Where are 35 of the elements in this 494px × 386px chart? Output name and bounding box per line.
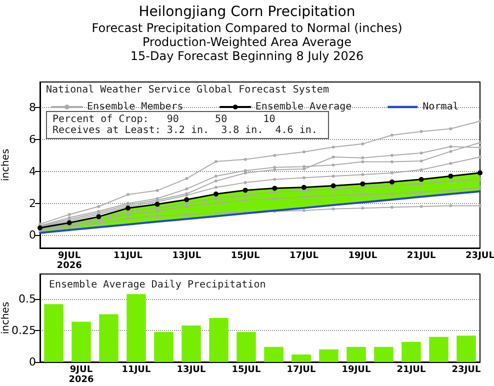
legend-label: Ensemble Members [87,102,184,112]
annotation: Percent of Crop: 90 50 10 [52,114,276,125]
y-tick-label: 0 [29,228,36,242]
y-tick-label: 8 [29,101,36,114]
annotation: Receives at Least: 3.2 in. 3.8 in. 4.6 in. [52,125,318,136]
x-tick-label: 19JUL [348,251,378,261]
x-tick-label: 17JUL [286,365,316,375]
x-tick-label: 19JUL [342,365,371,375]
x-tick-label: 13JUL [176,365,206,375]
x-tick-label: 23JUL [452,365,481,375]
chart-title: Heilongjiang Corn Precipitation [138,4,356,20]
y-axis-title: inches [0,302,12,334]
x-tick-label: 23JUL [466,251,494,261]
y-tick-label: 4 [29,164,36,178]
x-tick-label: 21JUL [396,365,426,375]
x-tick-label: 9JUL 2026 [68,365,94,385]
y-tick-label: 2 [29,196,36,210]
x-tick-label: 15JUL [230,251,260,261]
y-axis-title: inches [0,148,12,182]
x-tick-label: 15JUL [232,365,261,375]
legend-label: Normal [422,102,459,112]
text: Ensemble Average Daily Precipitation [49,280,266,290]
chart-subtitle: Forecast Precipitation Compared to Normal (inches) Production-Weighted Area Average 15-Day Forecast Beginning 8 July 2026 [92,21,402,63]
y-tick-label: 0.5 [18,292,36,306]
y-tick-label: 0 [29,356,36,368]
annotation: National Weather Service Global Forecast System [46,84,329,96]
x-tick-label: 9JUL 2026 [56,251,82,271]
y-tick-label: 0.25 [12,324,36,338]
y-tick-label: 6 [29,132,36,146]
x-tick-label: 17JUL [290,251,319,261]
x-tick-label: 11JUL [114,251,143,261]
x-tick-label: 11JUL [122,365,151,375]
legend-label: Ensemble Average [255,102,352,112]
x-tick-label: 13JUL [172,251,202,261]
x-tick-label: 21JUL [406,251,436,261]
